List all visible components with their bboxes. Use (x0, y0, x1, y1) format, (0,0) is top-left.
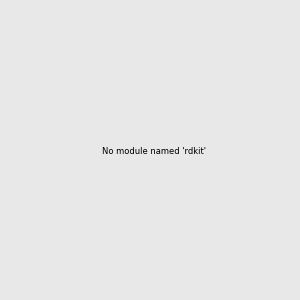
Text: No module named 'rdkit': No module named 'rdkit' (102, 147, 206, 156)
